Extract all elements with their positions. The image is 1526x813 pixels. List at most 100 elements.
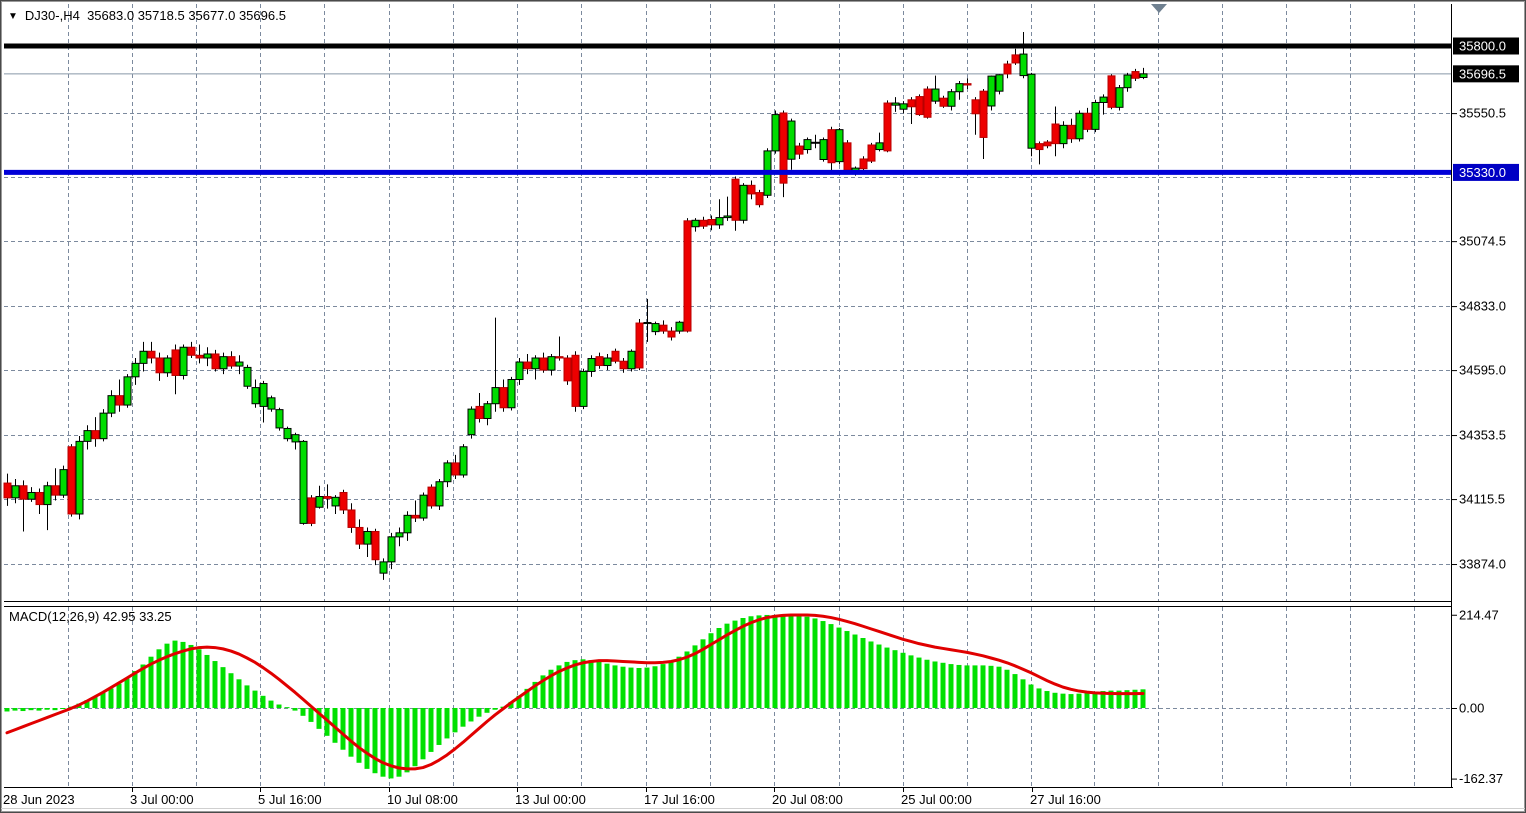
- price-axis-label: 33874.0: [1459, 557, 1506, 572]
- bull-candle: [1059, 124, 1068, 145]
- bear-candle: [683, 220, 692, 332]
- bull-candle: [891, 102, 900, 106]
- bear-candle: [411, 514, 420, 519]
- price-axis[interactable]: 35550.5 35074.5 34833.0 34595.0 34353.5 34115…: [1451, 37, 1519, 787]
- bull-candle: [1027, 73, 1036, 149]
- bull-candle: [315, 496, 324, 508]
- bear-candle: [339, 491, 348, 511]
- price-axis-label: 34595.0: [1459, 363, 1506, 378]
- bull-candle: [267, 397, 276, 410]
- bull-candle: [99, 412, 108, 440]
- bear-candle: [939, 97, 948, 107]
- price-axis-label: 35074.5: [1459, 234, 1506, 249]
- bear-candle: [427, 486, 436, 507]
- bull-candle: [75, 440, 84, 515]
- bear-candle: [659, 324, 668, 332]
- bear-candle: [115, 395, 124, 406]
- bull-candle: [547, 356, 556, 371]
- bear-candle: [867, 144, 876, 162]
- bull-candle: [275, 409, 284, 429]
- macd-histogram: [4, 614, 1146, 779]
- bear-candle: [707, 218, 716, 226]
- macd-signal-value: 33.25: [139, 609, 172, 624]
- bull-candle: [691, 219, 700, 228]
- macd-signal-line: [5, 613, 1145, 771]
- time-axis-label: 25 Jul 00:00: [901, 792, 972, 807]
- bear-candle: [755, 192, 764, 206]
- bear-candle: [1011, 54, 1020, 64]
- symbol-dropdown-icon[interactable]: ▼: [8, 11, 18, 22]
- bear-candle: [571, 354, 580, 407]
- bear-candle: [843, 142, 852, 171]
- bull-candle: [771, 114, 780, 152]
- time-axis-label: 5 Jul 16:00: [258, 792, 322, 807]
- bull-candle: [435, 481, 444, 507]
- bull-candle: [259, 383, 268, 407]
- bear-candle: [51, 485, 60, 496]
- bear-candle: [307, 497, 316, 524]
- time-axis-label: 27 Jul 16:00: [1030, 792, 1101, 807]
- bull-candle: [1139, 73, 1148, 78]
- macd-axis-label: 0.00: [1459, 701, 1484, 716]
- bull-candle: [787, 120, 796, 160]
- chart-shift-marker-icon[interactable]: [1151, 4, 1167, 13]
- resistance-price-badge: [1453, 37, 1519, 55]
- price-axis-label: 34833.0: [1459, 299, 1506, 314]
- bear-candle: [555, 356, 564, 359]
- time-axis[interactable]: 28 Jun 2023 3 Jul 00:00 5 Jul 16:00 10 Jul …: [3, 787, 1101, 807]
- bear-candle: [1051, 123, 1060, 145]
- bull-candle: [179, 346, 188, 376]
- bull-candle: [419, 494, 428, 519]
- bull-candle: [483, 403, 492, 420]
- bear-candle: [147, 350, 156, 359]
- bull-candle: [467, 408, 476, 436]
- chart-info-bar: ▼ DJ30-,H4 35683.0 35718.5 35677.0 35696.…: [8, 8, 286, 23]
- bull-candle: [203, 353, 212, 359]
- bull-candle: [299, 440, 308, 524]
- bull-candle: [899, 103, 908, 110]
- bear-candle: [91, 430, 100, 440]
- bear-candle: [67, 446, 76, 515]
- bear-candle: [859, 158, 868, 170]
- bull-candle: [123, 376, 132, 406]
- bear-candle: [499, 387, 508, 409]
- bull-candle: [1115, 87, 1124, 108]
- bear-candle: [563, 357, 572, 382]
- bear-candle: [747, 184, 756, 195]
- bull-candle: [83, 430, 92, 442]
- bull-candle: [651, 323, 660, 333]
- current-price-badge-label: 35696.5: [1459, 66, 1506, 81]
- bear-candle: [475, 405, 484, 420]
- bear-candle: [347, 509, 356, 528]
- bull-candle: [603, 357, 612, 367]
- bull-candle: [283, 427, 292, 440]
- support-price-badge-label: 35330.0: [1459, 165, 1506, 180]
- ohlc-open-value: 35683.0: [87, 8, 135, 23]
- bull-candle: [1091, 101, 1100, 130]
- bear-candle: [187, 346, 196, 356]
- bear-candle: [323, 496, 332, 499]
- macd-axis-label: 214.47: [1459, 607, 1499, 622]
- macd-indicator-label: MACD(12,26,9) 42.95 33.25: [9, 609, 172, 624]
- bear-candle: [211, 353, 220, 370]
- bull-candle: [931, 88, 940, 102]
- bull-candle: [1099, 96, 1108, 103]
- bear-candle: [923, 88, 932, 118]
- bear-candle: [611, 350, 620, 362]
- bull-candle: [531, 357, 540, 370]
- bull-candle: [459, 446, 468, 476]
- bull-candle: [739, 184, 748, 221]
- bull-candle: [131, 362, 140, 378]
- bear-candle: [523, 361, 532, 370]
- bear-candle: [1107, 75, 1116, 108]
- bear-candle: [699, 219, 708, 227]
- bull-candle: [395, 532, 404, 538]
- bull-candle: [331, 496, 340, 507]
- bear-candle: [539, 357, 548, 371]
- time-axis-label: 3 Jul 00:00: [130, 792, 194, 807]
- macd-name: MACD(12,26,9): [9, 609, 100, 624]
- bull-candle: [235, 361, 244, 367]
- time-axis-label: 13 Jul 00:00: [515, 792, 586, 807]
